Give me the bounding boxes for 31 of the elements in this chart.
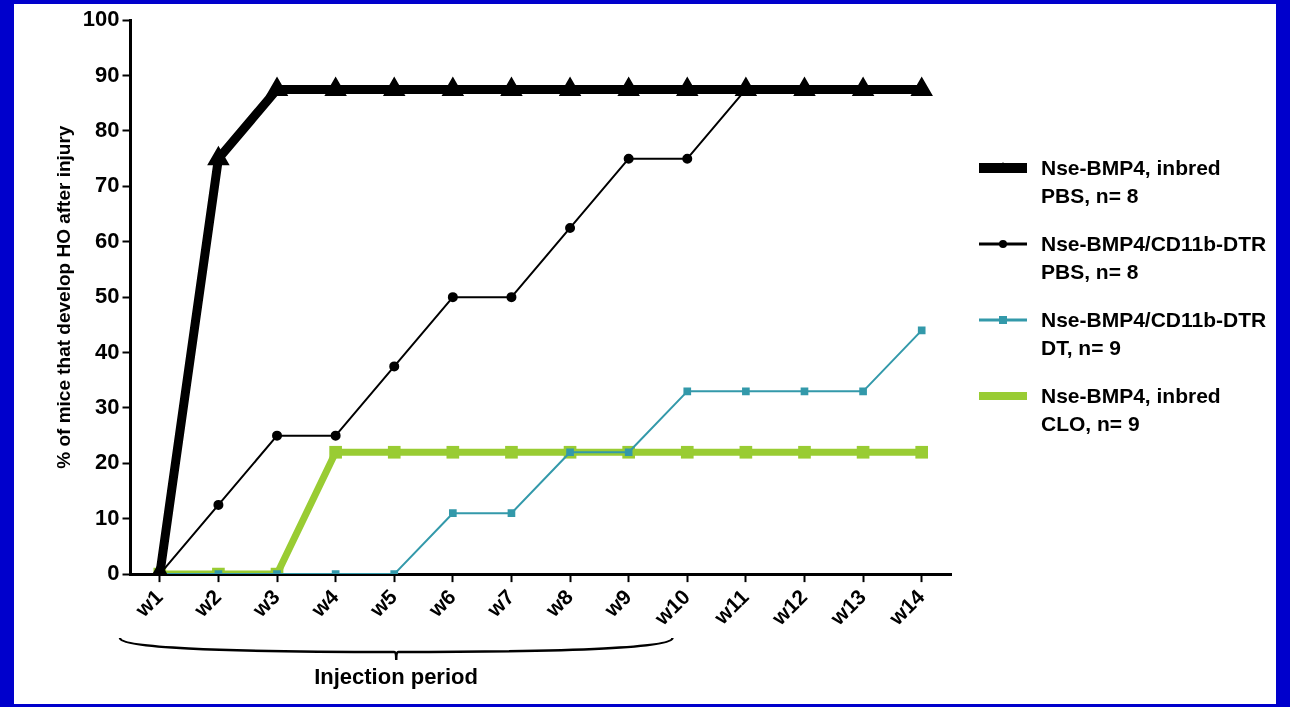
y-axis-title: % of mice that develop HO after injury [52, 125, 74, 469]
legend-label: Nse-BMP4, inbred CLO, n= 9 [1041, 383, 1221, 437]
x-tick-label: w11 [708, 584, 754, 629]
y-tick-label: 30 [95, 394, 120, 419]
x-tick-label: w14 [883, 584, 929, 630]
y-tick-label: 40 [95, 338, 120, 364]
x-tick-label: w3 [247, 584, 284, 622]
y-tick-label: 90 [95, 61, 120, 87]
x-tick-label: w10 [649, 584, 695, 630]
x-tick-label: w9 [598, 584, 636, 622]
x-tick-label: w4 [305, 584, 343, 622]
y-tick-label: 20 [95, 449, 120, 475]
x-tick-label: w1 [129, 584, 167, 622]
y-tick-label: 50 [95, 283, 120, 309]
y-tick-label: 0 [107, 560, 120, 586]
x-tick-label: w8 [540, 584, 578, 622]
x-tick-label: w13 [824, 584, 871, 630]
y-tick-label: 60 [95, 227, 120, 253]
y-tick-label: 10 [95, 504, 120, 530]
text: Injection period [313, 664, 479, 691]
x-tick-label: w6 [422, 584, 460, 622]
x-tick-label: w7 [481, 584, 519, 622]
x-tick-label: w2 [188, 584, 226, 622]
legend-label: Nse-BMP4/CD11b-DTR DT, n= 9 [1041, 307, 1267, 361]
y-tick-label: 70 [95, 172, 120, 198]
x-tick-label: w5 [364, 584, 402, 622]
legend-label: Nse-BMP4, inbred PBS, n= 8 [1041, 155, 1221, 209]
y-tick-label: 100 [82, 6, 120, 32]
x-tick-label: w12 [766, 584, 812, 630]
y-tick-label: 80 [95, 117, 120, 143]
legend-label: Nse-BMP4/CD11b-DTR PBS, n= 8 [1041, 231, 1267, 285]
